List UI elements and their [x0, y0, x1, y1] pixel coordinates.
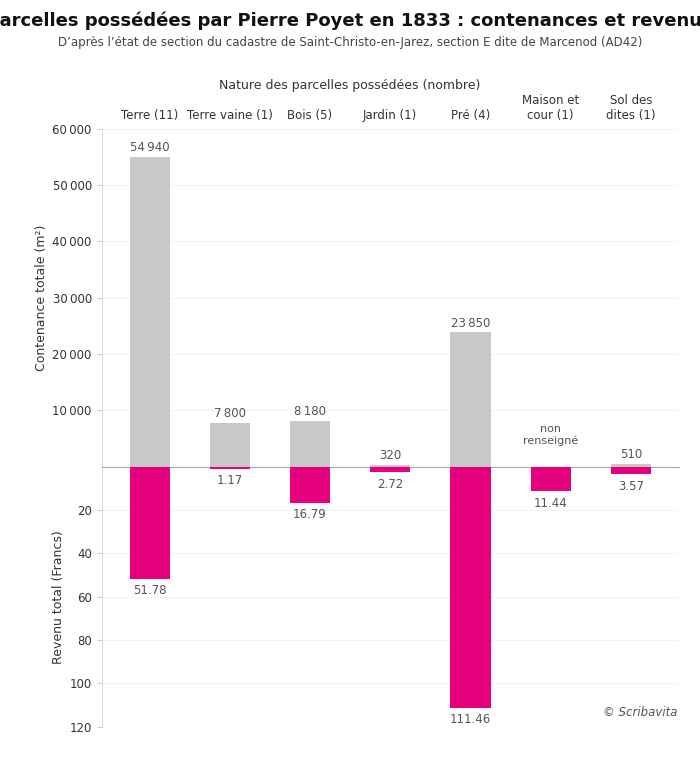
Text: 16.79: 16.79 — [293, 508, 327, 521]
Text: 510: 510 — [620, 448, 642, 461]
Text: 3.57: 3.57 — [618, 479, 644, 493]
Bar — [531, 466, 570, 491]
Bar — [611, 466, 651, 475]
Text: 54 940: 54 940 — [130, 142, 169, 154]
Text: 7 800: 7 800 — [214, 407, 246, 420]
Text: 2.72: 2.72 — [377, 478, 403, 491]
Bar — [210, 466, 250, 469]
Bar — [290, 420, 330, 466]
Bar — [130, 466, 169, 579]
Text: 8 180: 8 180 — [294, 405, 326, 418]
Bar — [611, 464, 651, 466]
Text: D’après l’état de section du cadastre de Saint-Christo-en-Jarez, section E dite : D’après l’état de section du cadastre de… — [58, 36, 642, 49]
Text: Terre (11): Terre (11) — [121, 110, 178, 123]
Text: 320: 320 — [379, 449, 401, 462]
Text: Sol des
dites (1): Sol des dites (1) — [606, 95, 656, 123]
Bar — [130, 157, 169, 466]
Text: Nature des parcelles possédées (nombre): Nature des parcelles possédées (nombre) — [219, 79, 481, 92]
Text: 1.17: 1.17 — [217, 475, 243, 488]
Text: Parcelles possédées par Pierre Poyet en 1833 : contenances et revenus: Parcelles possédées par Pierre Poyet en … — [0, 11, 700, 30]
Text: Maison et
cour (1): Maison et cour (1) — [522, 95, 580, 123]
Text: 23 850: 23 850 — [451, 316, 490, 329]
Bar — [290, 466, 330, 503]
Text: Terre vaine (1): Terre vaine (1) — [187, 110, 273, 123]
Text: 51.78: 51.78 — [133, 584, 167, 597]
Bar — [450, 466, 491, 709]
Bar — [370, 465, 410, 466]
Y-axis label: Contenance totale (m²): Contenance totale (m²) — [35, 224, 48, 371]
Text: 111.46: 111.46 — [450, 713, 491, 727]
Text: Bois (5): Bois (5) — [288, 110, 332, 123]
Text: Pré (4): Pré (4) — [451, 110, 490, 123]
Text: © Scribavita: © Scribavita — [603, 706, 678, 719]
Bar — [370, 466, 410, 472]
Y-axis label: Revenu total (Francs): Revenu total (Francs) — [52, 530, 65, 664]
Text: Jardin (1): Jardin (1) — [363, 110, 417, 123]
Bar — [210, 422, 250, 466]
Text: 11.44: 11.44 — [534, 497, 568, 509]
Bar — [450, 332, 491, 466]
Text: non
renseigné: non renseigné — [523, 424, 578, 447]
